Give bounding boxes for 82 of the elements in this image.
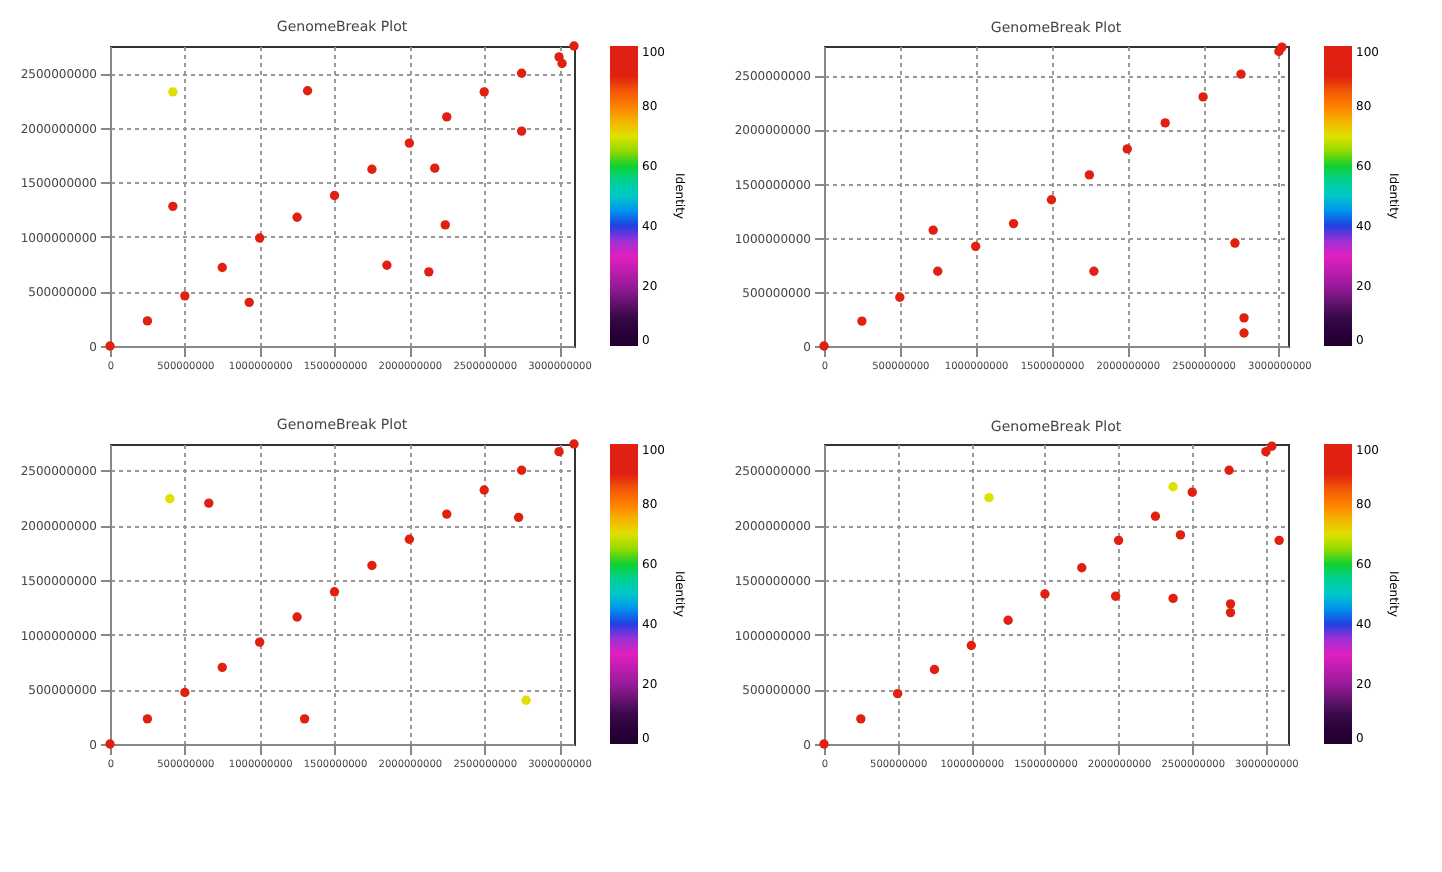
point <box>856 714 866 724</box>
point <box>302 86 313 96</box>
point <box>404 138 415 148</box>
point <box>1040 589 1050 599</box>
point <box>1168 482 1178 492</box>
point <box>479 485 489 495</box>
point <box>105 739 115 749</box>
point <box>329 190 340 201</box>
point <box>1187 487 1197 497</box>
point <box>1277 42 1287 52</box>
point <box>966 640 976 651</box>
point <box>1077 563 1087 573</box>
point <box>382 260 392 270</box>
point <box>367 164 377 174</box>
point <box>442 112 452 122</box>
point <box>440 220 450 230</box>
point <box>1225 607 1236 618</box>
point <box>516 126 527 136</box>
point <box>929 664 940 675</box>
point <box>165 494 175 504</box>
point <box>1122 144 1132 154</box>
point <box>1089 266 1099 276</box>
point <box>442 509 452 519</box>
point <box>329 587 340 597</box>
point <box>1168 593 1178 604</box>
point <box>521 695 531 705</box>
point <box>554 446 564 457</box>
point <box>217 662 227 673</box>
point <box>1150 511 1161 521</box>
point <box>424 267 434 277</box>
point <box>292 212 302 222</box>
point <box>1160 118 1170 128</box>
point <box>569 41 579 51</box>
point <box>299 714 310 724</box>
point <box>142 316 153 326</box>
point <box>479 87 489 97</box>
point <box>1261 446 1271 457</box>
point <box>513 512 524 523</box>
point <box>1113 535 1124 546</box>
point <box>857 316 867 326</box>
point <box>892 688 903 699</box>
point <box>928 225 938 235</box>
point <box>168 87 178 97</box>
point <box>1003 615 1013 625</box>
point <box>1046 195 1057 205</box>
point <box>430 163 440 173</box>
point <box>1274 535 1284 546</box>
point <box>244 297 254 308</box>
point <box>204 498 214 508</box>
point <box>1084 170 1095 180</box>
point <box>180 291 190 301</box>
point <box>217 262 227 273</box>
point <box>1008 218 1019 229</box>
point <box>1239 313 1249 323</box>
point <box>1225 599 1236 609</box>
point <box>819 341 829 351</box>
point <box>895 292 905 302</box>
point <box>180 687 190 698</box>
point <box>516 465 527 475</box>
point <box>933 266 943 276</box>
point <box>142 714 153 724</box>
point <box>1230 238 1240 248</box>
point <box>367 560 377 571</box>
point <box>168 201 178 212</box>
point <box>1224 465 1234 475</box>
point <box>1110 591 1121 601</box>
point <box>292 612 302 622</box>
point <box>970 241 981 252</box>
point <box>1239 328 1249 338</box>
point <box>254 233 265 243</box>
point <box>105 341 115 351</box>
point <box>516 68 527 78</box>
point <box>984 492 994 503</box>
point <box>557 58 567 69</box>
point <box>254 637 265 647</box>
point <box>1175 530 1186 540</box>
point <box>404 534 415 544</box>
point <box>1267 441 1277 451</box>
point <box>1198 92 1208 102</box>
point <box>569 439 579 449</box>
point <box>1236 69 1246 79</box>
point <box>819 739 829 749</box>
